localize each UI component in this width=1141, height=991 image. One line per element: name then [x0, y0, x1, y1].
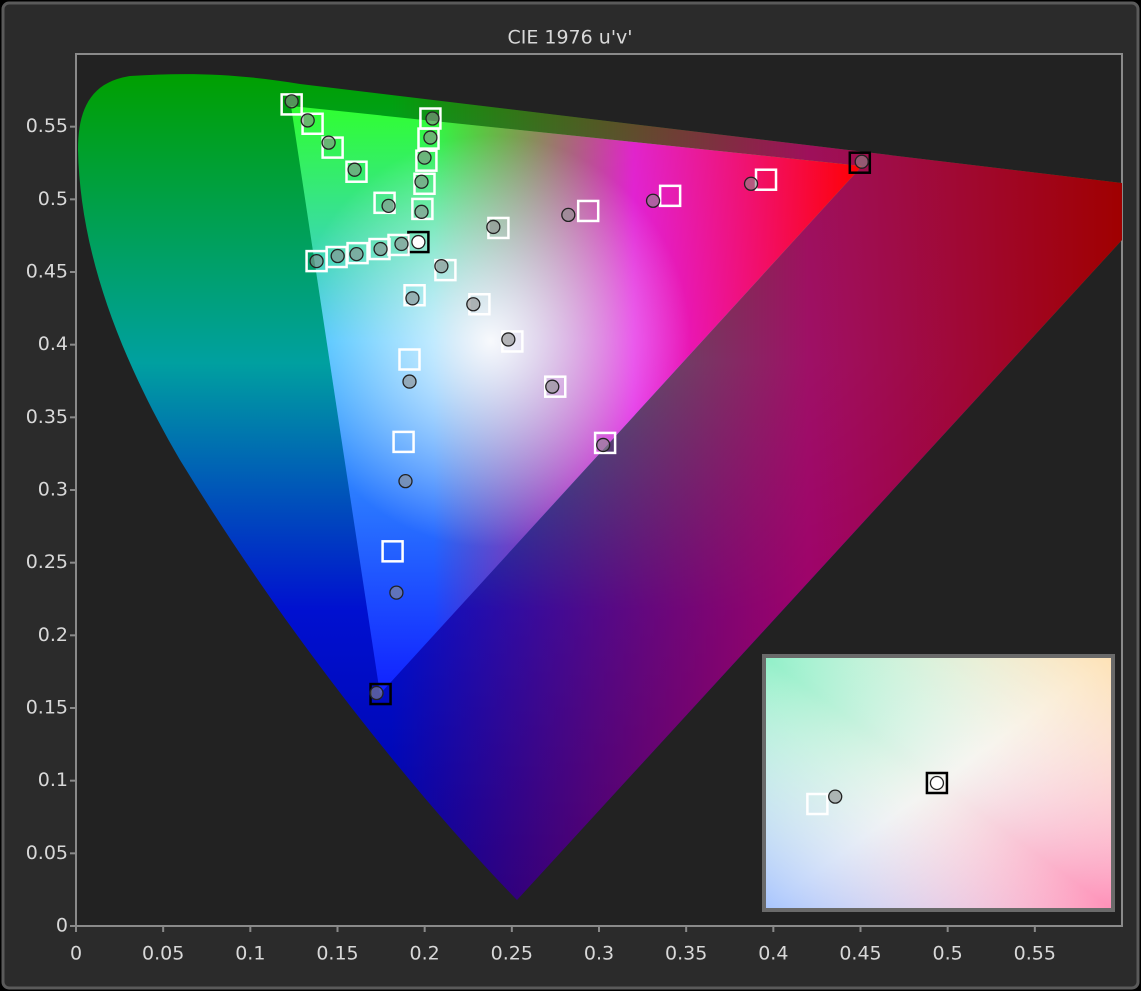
point-target: [413, 172, 436, 196]
x-tick-label: 0.1: [235, 943, 265, 965]
inset-point-target: [925, 771, 949, 795]
point-measured: [417, 150, 432, 165]
chart-title: CIE 1976 u'v': [507, 27, 632, 49]
y-tick-label: 0.3: [38, 479, 68, 501]
point-measured: [645, 193, 661, 208]
point-measured: [405, 291, 420, 306]
point-measured: [414, 174, 429, 189]
y-tick-label: 0.25: [26, 551, 68, 573]
y-tick-label: 0.05: [26, 842, 68, 864]
point-measured: [466, 297, 481, 312]
y-tick-label: 0.35: [26, 406, 68, 428]
point-measured: [434, 259, 449, 274]
point-measured: [425, 111, 440, 126]
point-target: [392, 430, 415, 454]
x-tick-label: 0.55: [1014, 943, 1056, 965]
x-tick-label: 0: [70, 943, 82, 965]
point-target: [434, 258, 457, 282]
x-tick-label: 0.25: [491, 943, 533, 965]
point-measured: [321, 135, 336, 150]
x-tick-label: 0.15: [316, 943, 358, 965]
point-measured: [423, 130, 438, 145]
point-measured: [369, 685, 384, 701]
point-measured: [596, 437, 611, 453]
point-measured: [545, 379, 560, 394]
y-tick-label: 0.2: [38, 624, 68, 646]
point-measured: [501, 332, 516, 347]
y-tick-label: 0.15: [26, 697, 68, 719]
point-target: [576, 199, 600, 223]
y-tick-label: 0.1: [38, 769, 68, 791]
point-measured: [389, 585, 404, 600]
point-measured: [373, 241, 388, 257]
point-measured: [347, 162, 362, 177]
inset-point-target: [806, 792, 829, 816]
x-tick-label: 0.5: [933, 943, 963, 965]
inset-point-measured: [929, 775, 945, 791]
gamut-background: [78, 74, 1122, 901]
point-target: [346, 241, 369, 265]
point-target: [415, 149, 438, 172]
x-tick-label: 0.4: [758, 943, 788, 965]
x-tick-label: 0.3: [584, 943, 614, 965]
point-measured: [300, 113, 315, 128]
point-target: [848, 151, 872, 174]
point-target: [593, 431, 617, 455]
point-measured: [402, 374, 417, 389]
inset-point-measured: [828, 789, 843, 804]
point-measured: [398, 473, 413, 489]
point-measured: [309, 253, 324, 269]
point-measured: [414, 204, 429, 219]
point-measured: [486, 219, 501, 235]
point-measured: [854, 154, 869, 169]
y-tick-label: 0.4: [38, 333, 68, 355]
point-target: [345, 160, 368, 183]
x-tick-label: 0.2: [410, 943, 440, 965]
x-tick-label: 0.05: [142, 943, 184, 965]
y-tick-label: 0.5: [38, 188, 68, 210]
inset-points: [806, 771, 949, 816]
point-target: [403, 284, 426, 307]
point-target: [658, 184, 682, 208]
y-tick-label: 0.45: [26, 261, 68, 283]
point-measured: [411, 234, 426, 250]
point-measured: [284, 94, 299, 109]
point-target: [398, 348, 421, 371]
point-target: [417, 127, 440, 150]
point-target: [381, 540, 404, 563]
point-measured: [349, 246, 364, 262]
y-tick-label: 0: [56, 915, 68, 937]
point-measured: [561, 207, 576, 223]
points: [280, 93, 872, 706]
y-tick-label: 0.55: [26, 115, 68, 137]
point-measured: [330, 248, 345, 264]
point-measured: [743, 176, 759, 191]
x-tick-label: 0.45: [839, 943, 881, 965]
point-measured: [394, 236, 409, 252]
point-measured: [381, 198, 396, 214]
x-tick-label: 0.35: [665, 943, 707, 965]
